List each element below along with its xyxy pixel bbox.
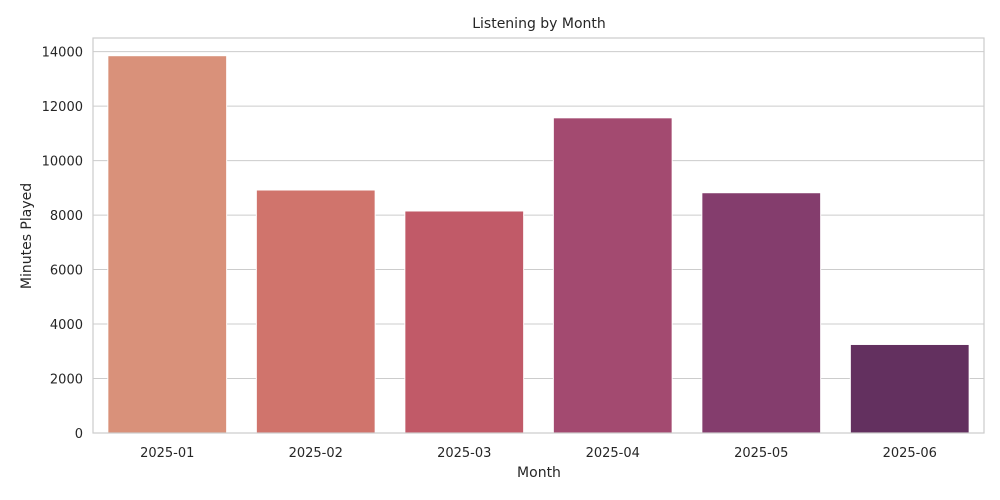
- y-tick-label: 14000: [42, 46, 83, 61]
- plot-frame: [92, 37, 985, 434]
- bar-2025-06: [849, 343, 970, 434]
- bar-2025-05: [701, 192, 822, 434]
- gridlines: [93, 51, 984, 434]
- bar-2025-02: [255, 189, 376, 434]
- y-tick-label: 2000: [50, 373, 83, 388]
- y-tick-label: 0: [75, 427, 83, 442]
- x-axis-ticks: 2025-01 2025-02 2025-03 2025-04 2025-05 2025-…: [140, 446, 937, 461]
- bar-2025-01: [107, 55, 228, 434]
- x-tick-label: 2025-03: [437, 446, 491, 461]
- y-tick-label: 6000: [50, 264, 83, 279]
- x-tick-label: 2025-04: [586, 446, 640, 461]
- x-tick-label: 2025-02: [289, 446, 343, 461]
- y-tick-label: 4000: [50, 318, 83, 333]
- x-tick-label: 2025-06: [883, 446, 937, 461]
- chart-title: Listening by Month: [472, 16, 606, 32]
- bar-2025-03: [404, 210, 525, 434]
- y-axis-label: Minutes Played: [19, 183, 35, 289]
- x-tick-label: 2025-01: [140, 446, 194, 461]
- y-tick-label: 8000: [50, 209, 83, 224]
- y-tick-label: 12000: [42, 100, 83, 115]
- x-axis-label: Month: [517, 465, 561, 481]
- bars: [107, 55, 970, 434]
- bar-2025-04: [552, 117, 673, 434]
- y-axis-ticks: 0 2000 4000 6000 8000 10000 12000 14000: [42, 46, 83, 442]
- y-tick-label: 10000: [42, 155, 83, 170]
- x-tick-label: 2025-05: [734, 446, 788, 461]
